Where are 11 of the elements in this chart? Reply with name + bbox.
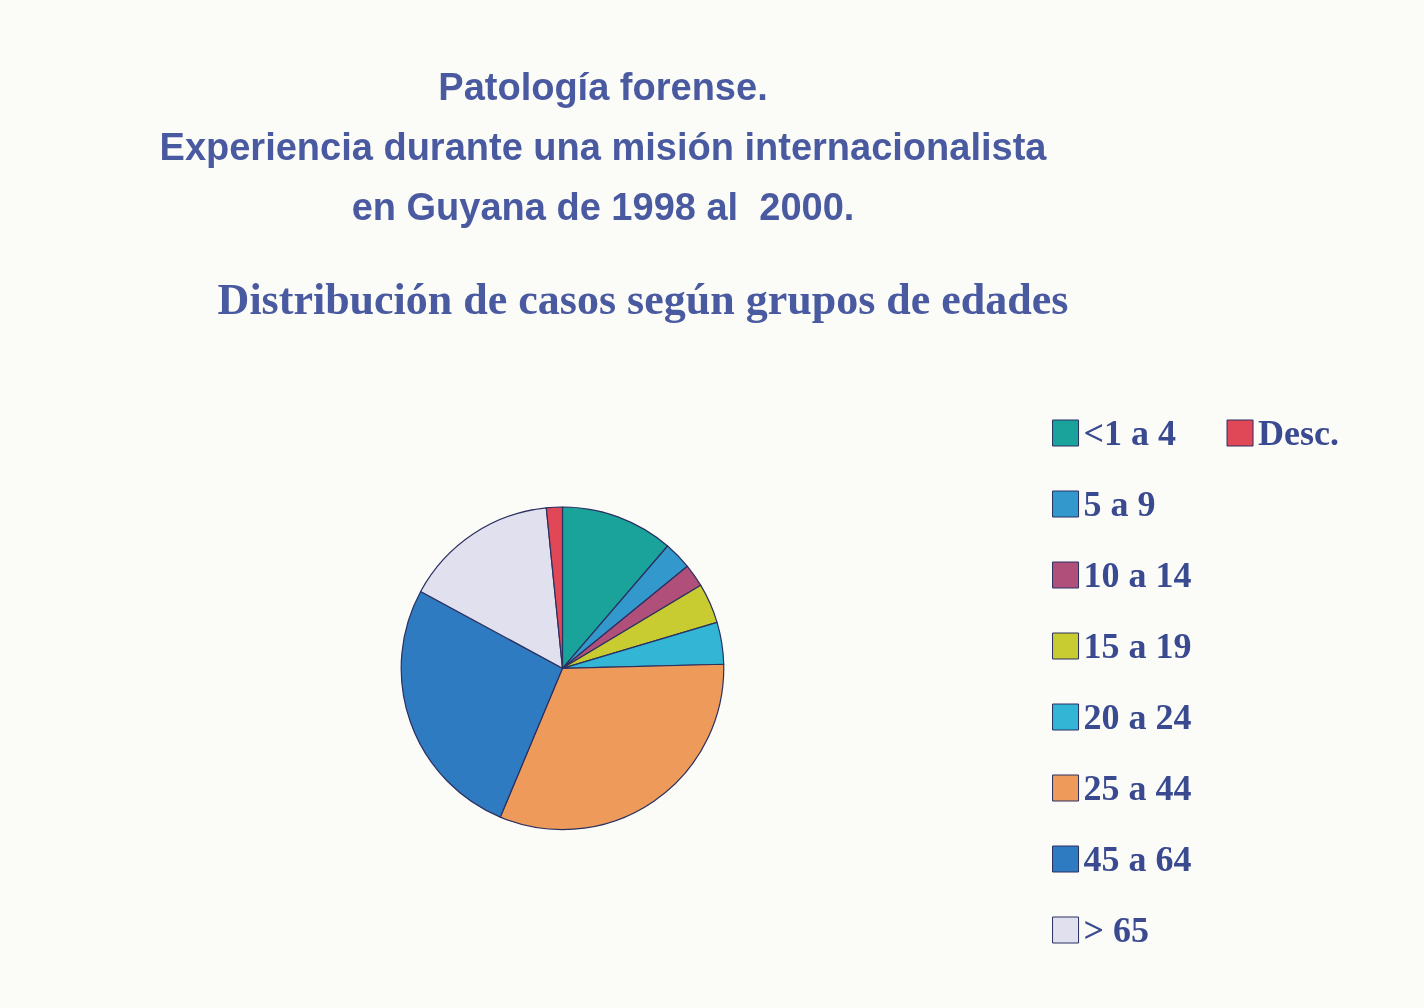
- chart-subtitle: Distribución de casos según grupos de edades: [217, 274, 1069, 324]
- legend-label: > 65: [1083, 910, 1150, 950]
- legend-label: 25 a 44: [1083, 768, 1192, 808]
- legend-label: 5 a 9: [1083, 484, 1156, 524]
- chart-title: Patología forense. Experiencia durante una misión internacionalista en Guyana de 1998 al 2000.: [159, 66, 1048, 228]
- legend-label: 20 a 24: [1083, 697, 1192, 737]
- legend-label: Desc.: [1258, 413, 1339, 453]
- legend-label: 45 a 64: [1083, 839, 1192, 879]
- legend-label: <1 a 4: [1083, 413, 1177, 453]
- legend-label: 10 a 14: [1083, 555, 1192, 595]
- legend-label: 15 a 19: [1083, 626, 1192, 666]
